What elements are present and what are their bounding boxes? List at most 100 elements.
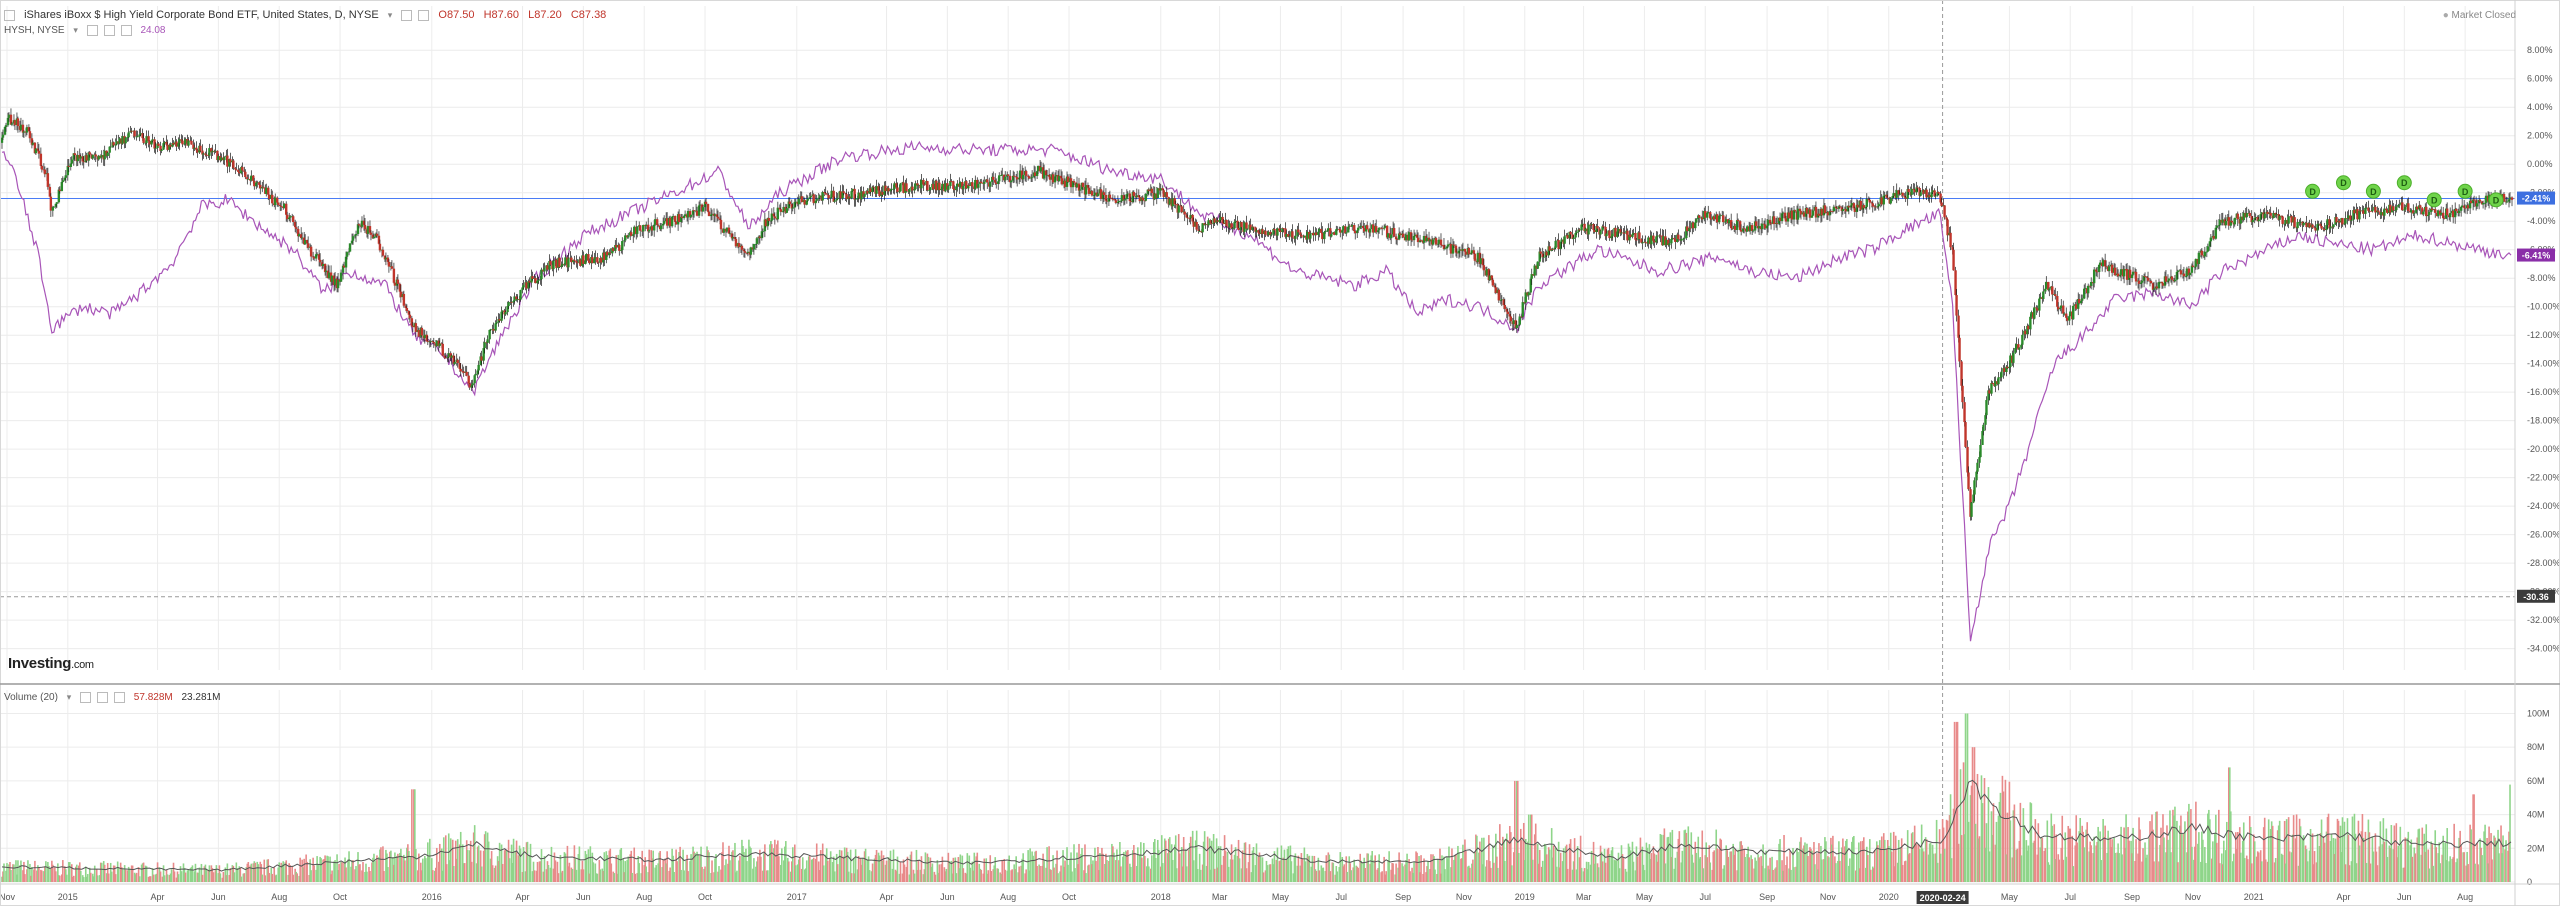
candle <box>1120 188 1124 203</box>
candle <box>1228 220 1231 233</box>
candle-body <box>1291 231 1294 238</box>
candle <box>1035 170 1039 180</box>
volume-bar <box>1580 867 1583 882</box>
volume-bar <box>1134 852 1136 882</box>
volume-bar <box>2255 856 2258 882</box>
candle-body <box>243 170 246 172</box>
volume-bar <box>1793 867 1795 882</box>
candle-body <box>1138 197 1142 202</box>
candle-body <box>992 176 995 180</box>
candle <box>519 289 522 302</box>
volume-bar <box>2326 817 2329 882</box>
candle-body <box>633 226 636 235</box>
candle <box>293 219 297 233</box>
volume-bar <box>13 864 15 882</box>
volume-bar <box>2313 851 2316 882</box>
volume-bar <box>1571 869 1574 882</box>
volume-bar <box>950 860 953 882</box>
volume-bar <box>1538 849 1541 882</box>
volume-bar <box>1215 838 1218 882</box>
volume-bar <box>1378 854 1380 882</box>
candle-body <box>315 254 319 256</box>
volume-bar <box>280 862 283 882</box>
candle <box>1357 224 1360 233</box>
volume-bar <box>2365 862 2368 882</box>
volume-bar <box>1273 851 1276 882</box>
volume-bar <box>1392 863 1394 882</box>
volume-bar <box>475 863 478 882</box>
volume-bar <box>1540 866 1543 882</box>
volume-bar <box>309 859 311 882</box>
volume-bar <box>508 858 511 882</box>
volume-bar <box>891 868 894 882</box>
candle <box>1482 259 1486 277</box>
volume-bar <box>1978 836 1981 882</box>
volume-bar <box>1848 865 1850 882</box>
volume-bar <box>2498 853 2500 882</box>
volume-bar <box>1649 859 1652 882</box>
volume-bar <box>477 845 480 882</box>
candle-body <box>740 245 744 250</box>
candle-body <box>1303 235 1306 238</box>
candle-body <box>733 237 737 239</box>
candle <box>291 215 295 226</box>
candle-body <box>1252 226 1255 228</box>
candle <box>37 143 41 159</box>
candle-body <box>483 342 486 349</box>
volume-bar <box>2081 825 2084 882</box>
volume-bar <box>273 867 276 882</box>
candle <box>429 338 433 347</box>
candle-body <box>976 179 979 188</box>
volume-bar <box>1129 863 1131 882</box>
candle-body <box>1494 287 1498 293</box>
volume-bar <box>2397 845 2400 882</box>
volume-bar <box>1493 862 1495 882</box>
volume-bar <box>1388 851 1390 882</box>
candle-body <box>166 144 169 150</box>
volume-bar <box>1516 780 1519 882</box>
volume-bar <box>658 852 660 882</box>
volume-bar <box>2374 833 2377 882</box>
volume-bar <box>1427 861 1429 882</box>
volume-bar <box>1746 853 1748 882</box>
volume-bar <box>560 872 563 882</box>
volume-bar <box>249 865 252 882</box>
volume-bar <box>2169 810 2171 882</box>
candle-body <box>1251 226 1254 230</box>
volume-bar <box>62 860 64 882</box>
volume-bar <box>441 870 444 882</box>
candle <box>704 197 708 211</box>
volume-bar <box>498 842 501 882</box>
volume-bar <box>1704 855 1707 882</box>
volume-bar <box>1573 838 1576 882</box>
volume-bar <box>1705 842 1708 882</box>
candle <box>1129 196 1133 206</box>
candle <box>323 263 327 276</box>
volume-bar <box>282 861 285 882</box>
candle <box>1210 220 1213 229</box>
volume-bar <box>2446 828 2448 882</box>
volume-bar <box>606 855 609 882</box>
volume-bar <box>71 876 74 882</box>
candle-body <box>1197 229 1200 231</box>
volume-bar <box>2053 824 2056 882</box>
candle <box>1371 220 1375 238</box>
candle-body <box>1102 192 1106 195</box>
candle-body <box>1188 218 1191 219</box>
candle <box>465 365 468 377</box>
candle-body <box>1087 187 1091 194</box>
volume-bar <box>1915 844 1918 882</box>
volume-bar <box>1950 858 1953 882</box>
candle-body <box>94 154 97 157</box>
volume-bar <box>1409 871 1411 882</box>
volume-bar <box>933 871 936 882</box>
candle <box>932 178 935 193</box>
volume-bar <box>1875 841 1878 882</box>
volume-bar <box>2379 821 2382 882</box>
candle <box>1078 185 1082 197</box>
candle-body <box>1490 275 1494 280</box>
candle-body <box>288 216 292 218</box>
volume-bar <box>556 861 559 882</box>
candle-body <box>1481 258 1485 266</box>
